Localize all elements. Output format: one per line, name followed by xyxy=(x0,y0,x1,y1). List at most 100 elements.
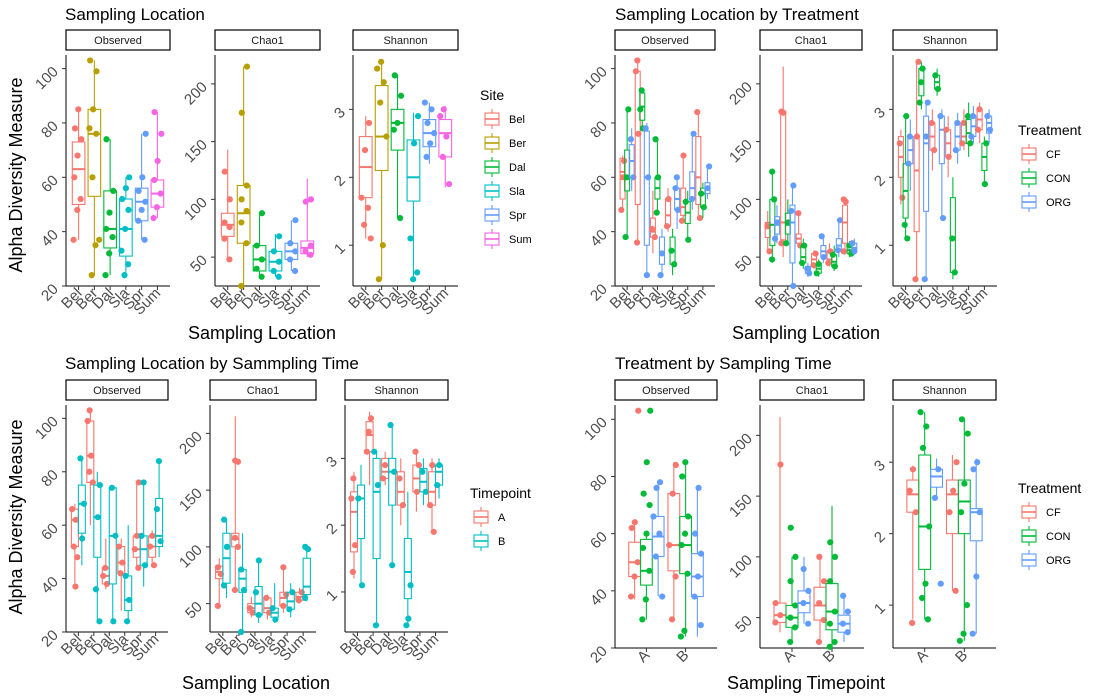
box-b-con xyxy=(825,505,839,650)
data-point xyxy=(919,594,926,602)
box-ber-con xyxy=(916,61,926,110)
data-point xyxy=(957,509,965,516)
data-point xyxy=(77,455,84,462)
legend-entry-label: Sla xyxy=(509,186,526,198)
facet-strip xyxy=(759,379,865,401)
data-point xyxy=(787,614,794,621)
box-ber-org xyxy=(642,122,652,279)
data-point xyxy=(643,272,650,279)
data-point xyxy=(214,602,221,609)
data-point xyxy=(364,204,372,211)
data-point xyxy=(358,582,366,589)
data-point xyxy=(791,624,799,631)
box-bel-con xyxy=(768,168,778,263)
data-point xyxy=(771,235,779,242)
facet-strip xyxy=(614,379,718,401)
data-point xyxy=(937,113,944,120)
data-point xyxy=(86,407,93,414)
data-point xyxy=(110,618,117,625)
legend-keys: Bel Ber Dal Sla Spr Sum xyxy=(484,109,532,249)
data-point xyxy=(658,250,666,257)
data-point xyxy=(158,130,165,137)
data-point xyxy=(270,267,277,275)
box-iqr xyxy=(103,190,117,249)
legend-title: Site xyxy=(480,87,504,103)
data-point xyxy=(923,133,930,140)
data-point xyxy=(787,578,794,585)
data-point xyxy=(986,126,994,133)
box-b-org xyxy=(837,592,851,642)
box-a-org xyxy=(650,479,666,600)
box-sla-con xyxy=(813,259,822,277)
data-point xyxy=(88,452,95,459)
data-point xyxy=(656,479,664,486)
data-point xyxy=(840,196,847,203)
data-point xyxy=(945,153,952,161)
facet-strip xyxy=(214,29,321,51)
data-point xyxy=(906,487,913,494)
data-point xyxy=(659,593,666,600)
box-iqr xyxy=(155,497,164,548)
y-axis-label: Alpha Diversity Measure xyxy=(6,419,26,614)
box-dal-cf xyxy=(928,109,938,171)
data-point xyxy=(419,468,426,475)
box-sla-sla xyxy=(268,233,283,280)
box-iqr xyxy=(789,204,796,264)
data-point xyxy=(439,153,446,161)
data-point xyxy=(94,514,101,521)
data-point xyxy=(150,562,158,569)
data-point xyxy=(72,516,79,523)
data-point xyxy=(238,282,245,290)
box-spr-b xyxy=(286,583,296,618)
data-point xyxy=(805,587,812,594)
data-point xyxy=(844,629,851,636)
data-point xyxy=(403,622,410,629)
data-point xyxy=(647,407,654,414)
chart-title: Sampling Location by Sammpling Time xyxy=(65,354,359,373)
data-point xyxy=(634,57,641,64)
data-point xyxy=(672,573,679,580)
data-point xyxy=(694,108,701,116)
data-point xyxy=(150,214,157,222)
data-point xyxy=(844,608,851,615)
data-point xyxy=(74,206,81,214)
data-point xyxy=(131,546,138,553)
facet-strip-label: Chao1 xyxy=(251,35,283,47)
box-ber-b xyxy=(371,448,381,629)
data-point xyxy=(704,185,711,192)
data-point xyxy=(766,248,773,255)
data-point xyxy=(618,206,625,214)
data-point xyxy=(777,612,784,619)
data-point xyxy=(378,58,385,65)
data-point xyxy=(307,196,315,203)
box-dal-org xyxy=(804,262,813,277)
box-sla-a xyxy=(115,538,126,611)
data-point xyxy=(773,219,781,226)
data-point xyxy=(141,236,148,243)
legend-title: Timepoint xyxy=(470,485,531,501)
data-point xyxy=(800,599,807,607)
chart-title: Sampling Location by Treatment xyxy=(615,5,859,24)
data-point xyxy=(69,506,76,513)
data-point xyxy=(688,195,696,203)
data-point xyxy=(123,618,131,625)
facet-strip xyxy=(892,29,998,51)
data-point xyxy=(360,221,368,228)
data-point xyxy=(414,269,421,276)
data-point xyxy=(71,174,78,181)
data-point xyxy=(358,194,365,201)
data-point xyxy=(119,195,126,203)
data-point xyxy=(71,125,79,132)
data-point xyxy=(390,126,397,133)
data-point xyxy=(252,589,260,596)
box-ber-cf xyxy=(912,58,922,283)
box-sla-con xyxy=(949,177,958,280)
x-axis-label: Sampling Location xyxy=(732,323,880,343)
data-point xyxy=(142,130,149,137)
box-spr-org xyxy=(968,105,977,144)
data-point xyxy=(909,466,917,473)
data-point xyxy=(414,113,422,120)
legend-treatment: Treatment xyxy=(1018,122,1081,138)
data-point xyxy=(967,140,974,147)
data-point xyxy=(669,490,676,497)
